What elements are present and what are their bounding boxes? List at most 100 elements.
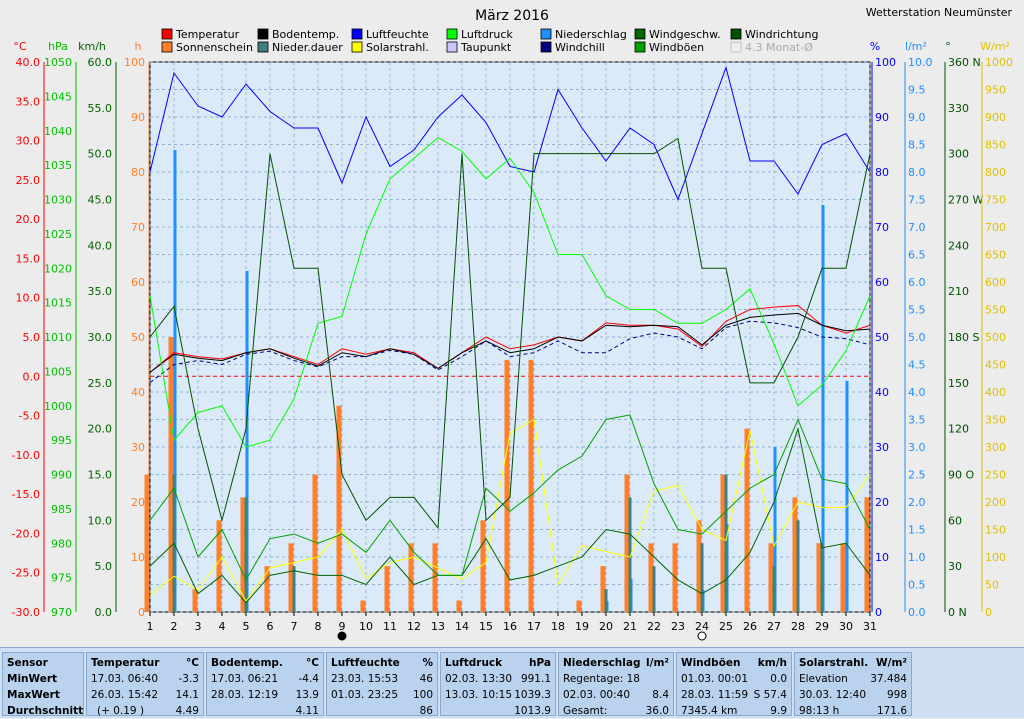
direction-tick-label: 300 <box>948 148 969 161</box>
solar-tick-label: 150 <box>985 524 1006 537</box>
wind-tick-label: 35.0 <box>88 285 113 298</box>
solar-tick-label: 0 <box>985 606 992 619</box>
rain-tick-label: 8.5 <box>908 139 926 152</box>
legend-swatch <box>730 28 742 40</box>
stat-elevation-label: Elevation <box>799 673 848 685</box>
solar-tick-label: 1000 <box>985 56 1013 69</box>
axis-unit-label: h <box>135 40 142 53</box>
bar-sonnenschein <box>432 543 438 612</box>
wind-tick-label: 30.0 <box>88 331 113 344</box>
pressure-tick-label: 980 <box>51 537 72 550</box>
stat-time: 00:40 <box>599 689 631 701</box>
bar-niederschlag <box>773 447 777 612</box>
pressure-tick-label: 1035 <box>44 159 72 172</box>
rain-tick-label: 5.0 <box>908 331 926 344</box>
temp-tick-label: 20.0 <box>16 213 41 226</box>
bar-sonnenschein <box>480 520 486 612</box>
solar-tick-label: 350 <box>985 414 1006 427</box>
x-tick-label: 13 <box>431 620 445 633</box>
pressure-tick-label: 970 <box>51 606 72 619</box>
x-tick-label: 29 <box>815 620 829 633</box>
row-label-max: MaxWert <box>7 689 60 701</box>
x-tick-label: 3 <box>195 620 202 633</box>
hours-tick-label: 10 <box>131 551 145 564</box>
x-tick-label: 5 <box>243 620 250 633</box>
stats-soil: Bodentemp. °C 17.03. 06:21 -4.4 28.03. 12:… <box>206 652 324 717</box>
bar-sonnenschein <box>360 600 366 612</box>
solar-tick-label: 700 <box>985 221 1006 234</box>
bar-niederdauer <box>652 566 656 612</box>
temp-tick-label: 10.0 <box>16 292 41 305</box>
temp-tick-label: 35.0 <box>16 95 41 108</box>
stat-value: 991.1 <box>520 673 551 685</box>
bar-sonnenschein <box>312 474 318 612</box>
stat-unit: °C <box>306 657 319 669</box>
stat-date: 01.03. <box>681 673 715 685</box>
pressure-tick-label: 1030 <box>44 194 72 207</box>
stat-value: 998 <box>886 689 907 701</box>
pressure-tick-label: 1050 <box>44 56 72 69</box>
x-tick-label: 12 <box>407 620 421 633</box>
stat-value: 171.6 <box>876 705 907 717</box>
x-tick-label: 11 <box>383 620 397 633</box>
stat-unit: W/m² <box>876 657 907 669</box>
legend-swatch <box>161 28 173 40</box>
bar-sonnenschein <box>744 428 750 612</box>
bar-sonnenschein <box>840 543 846 612</box>
temp-tick-label: 5.0 <box>23 331 41 344</box>
wind-tick-label: 40.0 <box>88 239 113 252</box>
temp-tick-label: -30.0 <box>12 606 40 619</box>
hours-tick-label: 0 <box>138 606 145 619</box>
bar-sonnenschein <box>792 497 798 612</box>
bar-sonnenschein <box>192 589 198 612</box>
pressure-tick-label: 975 <box>51 572 72 585</box>
wind-tick-label: 0.0 <box>95 606 113 619</box>
stat-value: 36.0 <box>645 705 669 717</box>
bar-niederschlag <box>245 271 249 612</box>
stat-value: 100 <box>412 689 433 701</box>
bar-niederschlag <box>845 381 849 612</box>
solar-tick-label: 250 <box>985 469 1006 482</box>
bar-sonnenschein <box>768 543 774 612</box>
stats-humidity: Luftfeuchte% 23.03. 15:53 46 01.03. 23:25… <box>326 652 438 717</box>
stat-value: 1013.9 <box>514 705 551 717</box>
pressure-tick-label: 985 <box>51 503 72 516</box>
direction-tick-label: 240 <box>948 239 969 252</box>
series-line-luftdruck <box>149 137 871 448</box>
legend-swatch <box>634 41 646 53</box>
stat-title: Windböen <box>681 657 741 669</box>
line-series <box>149 65 871 604</box>
stat-time: 06:21 <box>247 673 279 685</box>
bar-sonnenschein <box>408 543 414 612</box>
pressure-tick-label: 1040 <box>44 125 72 138</box>
series-line-windben <box>149 414 871 581</box>
direction-tick-label: 120 <box>948 423 969 436</box>
axis-unit-label: % <box>870 40 880 53</box>
temp-tick-label: 30.0 <box>16 135 41 148</box>
rain-tick-label: 3.5 <box>908 414 926 427</box>
series-line-windchill <box>149 320 871 383</box>
x-tick-label: 10 <box>359 620 373 633</box>
stat-title: Bodentemp. <box>211 657 283 669</box>
legend-label: Solarstrahl. <box>366 41 429 54</box>
bar-sonnenschein <box>864 497 870 612</box>
x-tick-label: 18 <box>551 620 565 633</box>
hours-tick-label: 60 <box>131 276 145 289</box>
bar-sonnenschein <box>624 474 630 612</box>
row-label-avg: Durchschnitt <box>7 705 84 717</box>
bar-niederschlag <box>173 150 177 612</box>
stat-title: Luftfeuchte <box>331 657 400 669</box>
rain-tick-label: 0.5 <box>908 579 926 592</box>
legend-swatch <box>351 28 363 40</box>
stat-time: 10:15 <box>481 689 513 701</box>
x-tick-label: 27 <box>767 620 781 633</box>
stat-unit: hPa <box>529 657 551 669</box>
temp-tick-label: -15.0 <box>12 488 40 501</box>
direction-tick-label: 60 <box>948 514 962 527</box>
legend-swatch <box>257 28 269 40</box>
stat-time: 15:53 <box>367 673 399 685</box>
wind-tick-label: 45.0 <box>88 194 113 207</box>
stats-solar: Solarstrahl. W/m² Elevation 37.484 30.03. … <box>794 652 912 717</box>
direction-tick-label: 90 O <box>948 469 974 482</box>
